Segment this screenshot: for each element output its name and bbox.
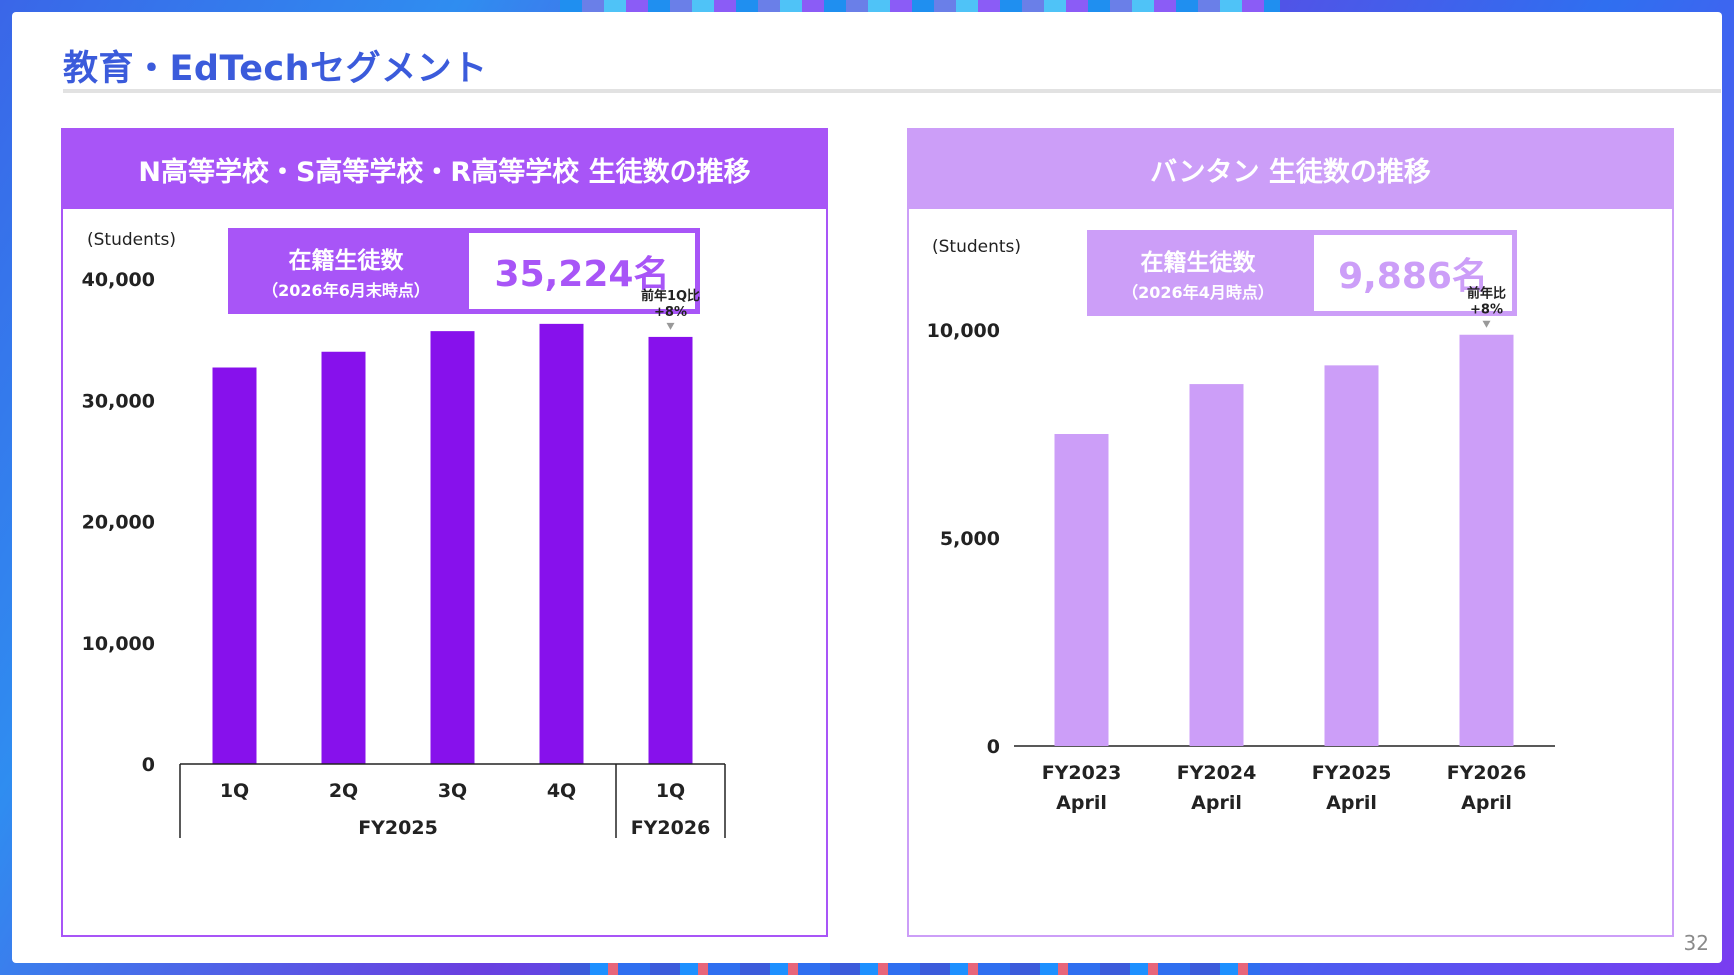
frame-decoration-top <box>560 0 1280 12</box>
high-school-students-panel: N高等学校・S高等学校・R高等学校 生徒数の推移 在籍生徒数 （2026年6月末… <box>61 128 828 937</box>
annotation-text: 前年1Q比 <box>641 288 700 304</box>
y-axis-units-label: (Students) <box>87 230 176 250</box>
x-tick-label: 2Q <box>329 780 358 802</box>
high-school-students-chart: (Students) 0 10,000 20,000 30,000 40,000 1Q 2Q 3… <box>82 230 726 839</box>
kpi-title-left: 在籍生徒数 <box>288 248 404 274</box>
kpi-date-right: （2026年4月時点） <box>1122 283 1274 302</box>
kpi-value-right: 9,886名 <box>1309 230 1517 316</box>
bar-1 <box>1054 434 1109 746</box>
x-tick-sublabel: April <box>1056 792 1107 814</box>
frame-decoration-bottom <box>560 963 1260 975</box>
kpi-date-left: （2026年6月末時点） <box>262 281 430 300</box>
title-divider <box>63 89 1721 93</box>
annotation-text: +8% <box>1470 303 1503 318</box>
y-tick-label: 30,000 <box>82 390 155 412</box>
page-number: 32 <box>1683 931 1709 955</box>
x-tick-sublabel: April <box>1461 792 1512 814</box>
kpi-value-left: 35,224名 <box>464 228 700 314</box>
y-tick-label: 20,000 <box>82 512 155 534</box>
panel-header-right: バンタン 生徒数の推移 <box>909 130 1672 209</box>
annotation-text: +8% <box>654 305 687 320</box>
y-tick-label: 0 <box>987 736 1000 758</box>
bar-3 <box>430 331 475 764</box>
x-tick-label: FY2026 <box>1447 762 1527 784</box>
x-tick-label: 3Q <box>438 780 467 802</box>
y-tick-label: 10,000 <box>82 633 155 655</box>
annotation-arrow-icon <box>1482 320 1491 328</box>
bar-3 <box>1324 365 1379 746</box>
bar-2 <box>321 351 366 764</box>
bar-4 <box>539 323 584 764</box>
x-tick-label: 1Q <box>656 780 685 802</box>
x-group-label: FY2025 <box>358 817 438 839</box>
vantan-students-panel: バンタン 生徒数の推移 在籍生徒数 （2026年4月時点） 9,886名 (St… <box>907 128 1674 937</box>
vantan-students-chart: (Students) 0 5,000 10,000 FY2023 April FY2024 A… <box>927 237 1555 814</box>
x-tick-label: 4Q <box>547 780 576 802</box>
x-tick-label: FY2024 <box>1177 762 1257 784</box>
bar-5 <box>648 336 693 764</box>
x-group-label: FY2026 <box>631 817 711 839</box>
kpi-label-right: 在籍生徒数 （2026年4月時点） <box>1087 230 1309 316</box>
y-tick-label: 0 <box>142 754 155 776</box>
x-tick-label: 1Q <box>220 780 249 802</box>
annotation-text: 前年比 <box>1467 286 1506 302</box>
y-tick-label: 40,000 <box>82 269 155 291</box>
y-tick-label: 10,000 <box>927 320 1000 342</box>
bar-4 <box>1459 334 1514 746</box>
x-tick-sublabel: April <box>1191 792 1242 814</box>
bar-1 <box>212 367 257 764</box>
y-axis-units-label: (Students) <box>932 237 1021 257</box>
x-tick-label: FY2023 <box>1042 762 1122 784</box>
kpi-title-right: 在籍生徒数 <box>1140 250 1256 276</box>
kpi-label-left: 在籍生徒数 （2026年6月末時点） <box>228 228 464 314</box>
annotation-arrow-icon <box>666 322 675 330</box>
x-tick-sublabel: April <box>1326 792 1377 814</box>
kpi-box-right: 在籍生徒数 （2026年4月時点） 9,886名 <box>1087 230 1517 316</box>
x-tick-label: FY2025 <box>1312 762 1392 784</box>
page-title: 教育・EdTechセグメント <box>63 49 488 89</box>
kpi-box-left: 在籍生徒数 （2026年6月末時点） 35,224名 <box>228 228 700 314</box>
y-tick-label: 5,000 <box>940 528 1000 550</box>
bar-2 <box>1189 384 1244 746</box>
panel-header-left: N高等学校・S高等学校・R高等学校 生徒数の推移 <box>63 130 826 209</box>
